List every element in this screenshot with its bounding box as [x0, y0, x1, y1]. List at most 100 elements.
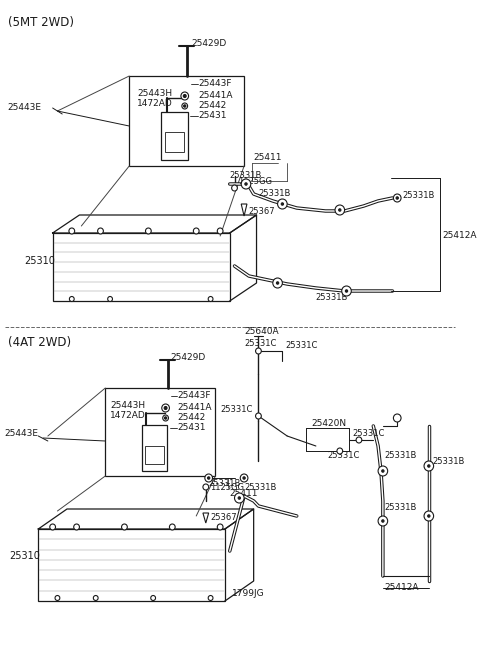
Text: 25443F: 25443F: [177, 392, 211, 401]
Bar: [165, 132, 184, 152]
Circle shape: [382, 470, 384, 472]
Text: 25443E: 25443E: [8, 104, 42, 112]
Circle shape: [162, 404, 169, 412]
Circle shape: [151, 596, 156, 600]
Circle shape: [74, 524, 80, 530]
Text: 25331C: 25331C: [285, 342, 318, 350]
Circle shape: [356, 437, 362, 443]
Text: 25429D: 25429D: [192, 39, 227, 48]
Circle shape: [378, 516, 388, 526]
Text: 25443F: 25443F: [198, 79, 232, 89]
Text: 1125GG: 1125GG: [239, 178, 272, 186]
Text: 25442: 25442: [198, 102, 227, 110]
Circle shape: [276, 282, 279, 284]
Circle shape: [208, 596, 213, 600]
Text: 25310: 25310: [24, 256, 55, 266]
Circle shape: [164, 407, 167, 409]
Circle shape: [232, 185, 238, 191]
Circle shape: [394, 414, 401, 422]
Text: 25442: 25442: [177, 413, 205, 422]
Circle shape: [93, 596, 98, 600]
Circle shape: [50, 524, 56, 530]
Circle shape: [281, 203, 284, 205]
Text: 25331B: 25331B: [316, 293, 348, 302]
Circle shape: [240, 474, 248, 482]
Circle shape: [378, 466, 388, 476]
Circle shape: [428, 515, 430, 517]
Circle shape: [243, 477, 245, 479]
Circle shape: [394, 194, 401, 202]
Circle shape: [165, 417, 167, 419]
Text: 25367: 25367: [249, 207, 276, 216]
Circle shape: [428, 465, 430, 467]
Circle shape: [424, 461, 433, 471]
Text: (4AT 2WD): (4AT 2WD): [8, 336, 71, 349]
Bar: [161, 112, 188, 160]
Text: 25331B: 25331B: [230, 171, 262, 180]
Circle shape: [55, 596, 60, 600]
Circle shape: [235, 493, 244, 503]
Text: 25331B: 25331B: [385, 504, 417, 512]
Text: 25443H: 25443H: [110, 401, 145, 411]
Text: 25331C: 25331C: [327, 451, 360, 461]
Circle shape: [181, 92, 189, 100]
Text: 25412A: 25412A: [385, 583, 420, 592]
Text: 25331B: 25331B: [244, 483, 276, 493]
Polygon shape: [203, 513, 209, 523]
Circle shape: [238, 497, 240, 499]
Circle shape: [424, 511, 433, 521]
Text: 25331C: 25331C: [352, 430, 384, 438]
Text: 25331B: 25331B: [258, 190, 291, 199]
Text: 1472AD: 1472AD: [110, 411, 146, 420]
Bar: [142, 425, 167, 471]
Text: 25331B: 25331B: [402, 192, 434, 201]
Text: 25331B: 25331B: [432, 457, 465, 466]
Circle shape: [342, 286, 351, 296]
Text: 25420N: 25420N: [311, 419, 346, 428]
Text: 25431: 25431: [177, 424, 205, 432]
Circle shape: [345, 290, 348, 292]
Text: 1125GG: 1125GG: [211, 483, 245, 491]
Circle shape: [69, 228, 75, 234]
Circle shape: [337, 448, 343, 454]
Text: 25431: 25431: [198, 112, 227, 121]
Text: 25310: 25310: [10, 551, 40, 561]
Bar: [53, 233, 230, 301]
Circle shape: [208, 297, 213, 302]
Circle shape: [203, 484, 209, 490]
Circle shape: [207, 477, 210, 479]
Circle shape: [183, 94, 186, 98]
Circle shape: [217, 228, 223, 234]
Text: 25443E: 25443E: [5, 430, 39, 438]
Text: 25367: 25367: [211, 514, 237, 522]
Circle shape: [145, 228, 151, 234]
Text: 25443H: 25443H: [137, 89, 172, 98]
Text: 25331C: 25331C: [244, 340, 276, 348]
Circle shape: [97, 228, 103, 234]
Circle shape: [108, 297, 112, 302]
Circle shape: [121, 524, 127, 530]
Text: 25640A: 25640A: [244, 327, 279, 335]
Text: 25441A: 25441A: [177, 403, 212, 413]
Circle shape: [339, 209, 341, 211]
Text: 25331B: 25331B: [385, 451, 417, 461]
Text: 25411: 25411: [230, 489, 258, 499]
Bar: [105, 388, 216, 476]
Circle shape: [241, 179, 251, 189]
Text: 1799JG: 1799JG: [232, 590, 264, 598]
Text: 25411: 25411: [253, 154, 282, 163]
Text: 25441A: 25441A: [198, 91, 233, 100]
Circle shape: [163, 415, 168, 421]
Circle shape: [217, 524, 223, 530]
Text: 25412A: 25412A: [442, 232, 477, 241]
Bar: [144, 446, 164, 464]
Text: (5MT 2WD): (5MT 2WD): [8, 16, 73, 29]
Circle shape: [193, 228, 199, 234]
Circle shape: [277, 199, 287, 209]
Circle shape: [273, 278, 282, 288]
Text: 25331C: 25331C: [220, 405, 252, 415]
Circle shape: [396, 197, 398, 199]
Circle shape: [169, 524, 175, 530]
Bar: [129, 76, 244, 166]
Bar: [38, 529, 225, 601]
